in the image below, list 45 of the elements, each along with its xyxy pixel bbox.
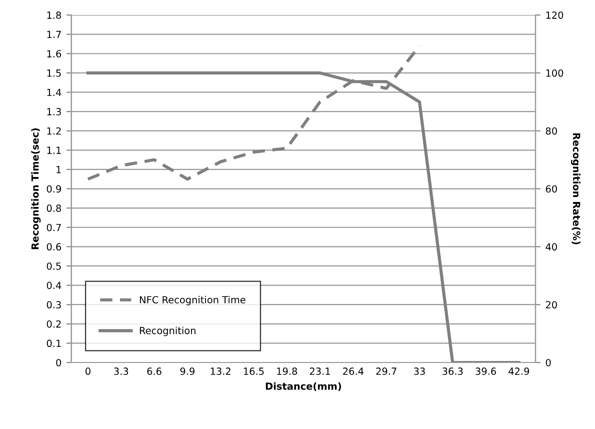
x-tick-label: 19.8 [277,368,298,375]
y-tick-label: 0.4 [46,282,62,290]
y-tick-label: 1.1 [47,146,61,154]
x-tick-label: 39.6 [476,368,496,375]
x-tick-label: 29.7 [376,368,396,375]
y-tick-label: 0.5 [46,262,61,270]
y-tick-label: 0.7 [46,224,61,232]
y2-tick-label: 40 [546,243,557,251]
y-tick-label: 1.4 [47,88,62,96]
y2-tick-label: 100 [546,69,564,77]
legend-label: Recognition [140,326,196,336]
y-tick-label: 0.6 [46,243,62,251]
legend-label: NFC Recognition Time [140,296,246,306]
y2-tick-label: 0 [546,358,551,366]
x-tick-label: 36.3 [442,368,463,375]
x-tick-label: 33 [414,368,425,375]
x-tick-label: 3.3 [114,368,128,375]
x-tick-label: 0 [86,368,90,375]
y-tick-label: 1.7 [47,30,61,38]
y2-tick-label: 20 [546,301,557,308]
y-tick-label: 0.9 [46,185,61,193]
y-tick-label: 1.8 [47,11,62,19]
y2-tick-label: 120 [546,11,564,19]
x-tick-label: 26.4 [343,368,364,375]
x-tick-label: 9.9 [180,368,194,375]
y-axis-title: Recognition Time(sec) [31,128,41,250]
y-tick-label: 1.6 [47,50,62,58]
x-tick-label: 23.1 [310,368,330,375]
x-tick-label: 6.6 [147,368,162,375]
x-tick-label: 16.5 [244,368,264,375]
y2-axis-title: Recognition Rate(%) [570,133,580,244]
y-tick-label: 0.8 [46,204,62,212]
y-tick-label: 0.1 [46,340,61,348]
y-tick-label: 1 [56,166,61,174]
y-tick-label: 1.2 [47,127,61,135]
x-tick-label: 13.2 [210,368,230,375]
y2-tick-label: 80 [546,127,557,135]
y-tick-label: 0.3 [46,301,61,308]
y2-tick-label: 60 [546,185,557,193]
y-tick-label: 1.5 [47,70,61,77]
y-tick-label: 0 [56,358,62,366]
y-tick-label: 0.2 [46,320,61,328]
x-axis-title: Distance(mm) [266,382,342,391]
x-tick-label: 42.9 [508,368,530,375]
y-tick-label: 1.3 [47,108,61,116]
